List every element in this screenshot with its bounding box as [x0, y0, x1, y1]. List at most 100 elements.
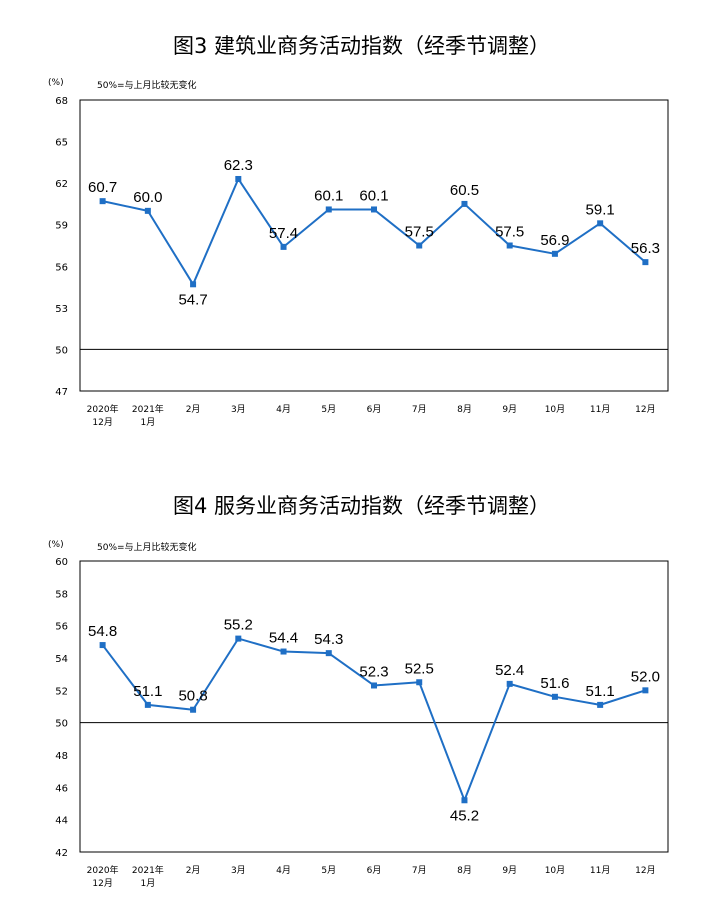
- data-point: [144, 207, 151, 214]
- data-point: [280, 243, 287, 250]
- data-label: 56.9: [540, 232, 569, 249]
- x-tick-label: 12月: [635, 865, 655, 876]
- data-label: 54.3: [314, 631, 343, 648]
- x-tick-label: 11月: [590, 404, 610, 415]
- x-tick-label: 6月: [367, 865, 382, 876]
- data-label: 51.1: [586, 683, 615, 700]
- data-point: [461, 797, 468, 804]
- x-tick-label: 2021年: [132, 403, 164, 415]
- data-point: [416, 242, 423, 249]
- data-label: 57.5: [405, 224, 434, 241]
- x-tick-label: 8月: [457, 865, 472, 876]
- y-tick-label: 52: [55, 686, 68, 697]
- y-tick-label: 48: [55, 751, 68, 762]
- data-label: 54.7: [178, 291, 207, 308]
- y-tick-label: 60: [55, 557, 68, 568]
- data-point: [99, 642, 106, 649]
- x-tick-label: 9月: [502, 865, 517, 876]
- data-label: 60.7: [88, 179, 117, 196]
- x-tick-label: 3月: [231, 865, 246, 876]
- data-label: 51.6: [540, 675, 569, 692]
- data-point: [190, 281, 197, 288]
- x-tick-label: 8月: [457, 404, 472, 415]
- data-point: [597, 701, 604, 708]
- y-tick-label: 58: [55, 589, 68, 600]
- x-tick-label: 10月: [545, 865, 565, 876]
- x-tick-label: 4月: [276, 404, 291, 415]
- data-point: [506, 680, 513, 687]
- data-label: 52.0: [631, 668, 660, 685]
- data-point: [325, 206, 332, 213]
- data-label: 57.5: [495, 224, 524, 241]
- data-label: 52.5: [405, 660, 434, 677]
- data-point: [461, 200, 468, 207]
- plot-frame: [79, 560, 669, 853]
- data-point: [144, 701, 151, 708]
- x-tick-label: 12月: [635, 404, 655, 415]
- y-tick-label: 46: [55, 783, 68, 794]
- y-tick-label: 59: [55, 221, 68, 232]
- data-label: 60.0: [133, 189, 162, 206]
- data-point: [371, 206, 377, 213]
- y-tick-label: 44: [55, 816, 68, 827]
- y-tick-label: 50: [55, 719, 68, 730]
- x-tick-label: 11月: [590, 865, 610, 876]
- y-tick-label: 42: [55, 848, 68, 859]
- data-point: [325, 650, 332, 657]
- baseline-note: 50%=与上月比较无变化: [97, 543, 197, 553]
- y-tick-label: 62: [55, 179, 68, 190]
- y-tick-label: 56: [55, 622, 68, 633]
- data-label: 51.1: [133, 683, 162, 700]
- x-tick-label: 5月: [321, 404, 336, 415]
- x-tick-label: 7月: [412, 865, 427, 876]
- x-tick-label: 2021年: [132, 864, 164, 876]
- data-point: [371, 682, 377, 689]
- x-tick-label: 6月: [367, 404, 382, 415]
- data-label: 50.8: [178, 688, 207, 705]
- y-unit-label: (%): [48, 540, 64, 550]
- x-tick-label: 2月: [186, 404, 201, 415]
- data-point: [190, 706, 197, 713]
- data-label: 55.2: [224, 617, 253, 634]
- data-point: [642, 687, 649, 694]
- y-tick-label: 50: [55, 345, 68, 356]
- data-point: [235, 175, 242, 182]
- data-label: 62.3: [224, 157, 253, 174]
- data-point: [551, 250, 558, 257]
- data-point: [642, 259, 649, 266]
- x-tick-label: 2月: [186, 865, 201, 876]
- x-tick-label: 9月: [502, 404, 517, 415]
- plot-frame: [79, 99, 669, 392]
- data-label: 60.5: [450, 182, 479, 199]
- data-label: 56.3: [631, 240, 660, 257]
- data-point: [235, 635, 242, 642]
- data-label: 60.1: [359, 187, 388, 204]
- y-unit-label: (%): [48, 78, 64, 88]
- x-tick-label: 12月: [92, 417, 112, 428]
- data-label: 45.2: [450, 807, 479, 824]
- x-tick-label: 2020年: [87, 864, 119, 876]
- line-chart-construction: 47 50 53 56 59 62 65 68 2020年 12月 2021年 1月 2月 3月 4月 5月 6…: [55, 96, 669, 428]
- data-label: 52.4: [495, 662, 524, 679]
- y-tick-label: 53: [55, 304, 68, 315]
- y-tick-label: 65: [55, 138, 68, 149]
- data-label: 52.3: [359, 663, 388, 680]
- data-point: [597, 220, 604, 227]
- data-point: [551, 693, 558, 700]
- x-tick-label: 7月: [412, 404, 427, 415]
- chart-title: 图3 建筑业商务活动指数（经季节调整）: [172, 34, 551, 58]
- y-tick-label: 56: [55, 262, 68, 273]
- y-tick-label: 47: [55, 387, 68, 398]
- data-label: 54.4: [269, 630, 298, 647]
- data-label: 57.4: [269, 225, 298, 242]
- x-tick-label: 5月: [321, 865, 336, 876]
- data-point: [280, 648, 287, 655]
- y-tick-label: 54: [55, 654, 68, 665]
- data-point: [506, 242, 513, 249]
- x-tick-label: 3月: [231, 404, 246, 415]
- x-tick-label: 4月: [276, 865, 291, 876]
- data-label: 60.1: [314, 187, 343, 204]
- data-label: 54.8: [88, 623, 117, 640]
- data-label: 59.1: [586, 201, 615, 218]
